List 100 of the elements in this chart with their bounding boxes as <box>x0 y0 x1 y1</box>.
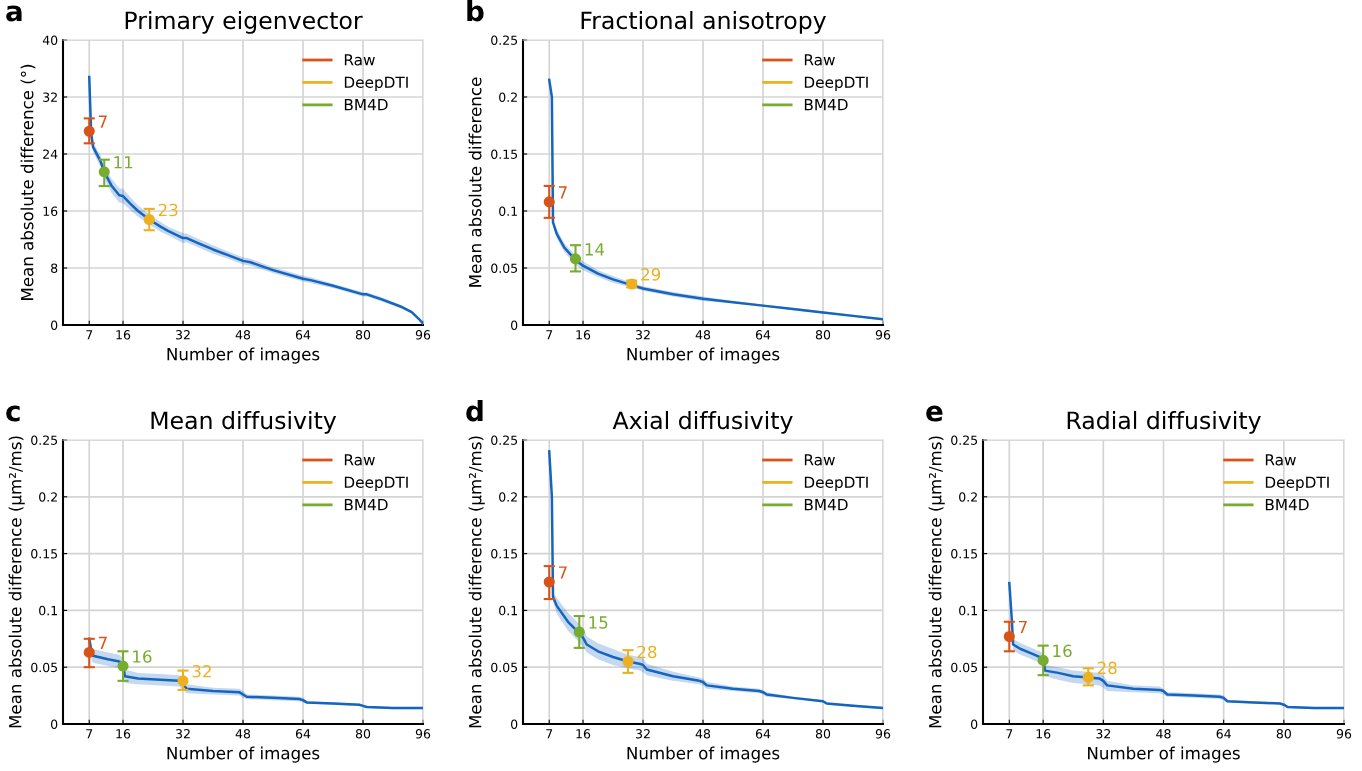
y-tick-label: 0 <box>51 719 58 729</box>
y-axis-title: Mean absolute difference <box>468 77 482 287</box>
x-tick-label: 64 <box>755 729 771 739</box>
x-tick-label: 64 <box>295 729 311 739</box>
chart-title: Primary eigenvector <box>125 10 363 34</box>
x-tick-label: 32 <box>636 729 650 739</box>
x-tick-label: 80 <box>1276 729 1291 739</box>
point <box>1037 654 1049 666</box>
point <box>543 576 555 588</box>
x-tick-label: 48 <box>235 729 251 739</box>
y-tick-label: 32 <box>43 92 57 102</box>
point <box>622 655 634 668</box>
annotation: 7 <box>558 566 567 579</box>
legend-label: DeepDTI <box>804 76 868 91</box>
text: a <box>6 5 22 22</box>
y-tick-label: 0.15 <box>491 149 518 159</box>
legend-label: BM4D <box>1265 499 1309 511</box>
x-tick-label: 48 <box>695 330 711 340</box>
x-tick-label: 16 <box>1036 729 1051 739</box>
text: b <box>467 0 484 22</box>
chart-title: Radial diffusivity <box>1067 410 1261 434</box>
x-tick-label: 16 <box>116 330 131 340</box>
point <box>117 660 129 672</box>
legend-label: BM4D <box>804 99 848 111</box>
y-tick-label: 24 <box>43 149 58 159</box>
point <box>573 626 585 638</box>
y-tick-label: 0 <box>511 320 518 330</box>
x-tick-label: 80 <box>815 729 831 739</box>
y-axis-title: Mean absolute difference (µm²/ms) <box>8 436 25 728</box>
annotation: 16 <box>133 650 152 663</box>
y-tick-label: 0 <box>51 320 58 330</box>
annotation: 23 <box>158 203 178 217</box>
point <box>177 675 189 687</box>
text: d <box>466 400 483 422</box>
y-axis-title: Mean absolute difference (µm²/ms) <box>928 436 945 728</box>
legend-label: BM4D <box>804 499 848 511</box>
legend-label: Raw <box>344 454 375 466</box>
x-tick-label: 48 <box>695 729 711 739</box>
annotation: 15 <box>589 616 608 629</box>
y-tick-label: 0.2 <box>499 92 517 102</box>
chart-title: Mean diffusivity <box>151 410 337 434</box>
legend-label: BM4D <box>344 99 388 111</box>
y-tick-label: 0.05 <box>491 662 518 673</box>
text: c <box>6 405 20 422</box>
y-tick-label: 0 <box>511 719 518 729</box>
legend-label: BM4D <box>344 499 388 511</box>
y-tick-label: 0.25 <box>951 435 978 445</box>
y-tick-label: 0.15 <box>951 549 978 559</box>
legend-label: Raw <box>344 54 375 66</box>
y-tick-label: 0.05 <box>31 662 58 673</box>
x-tick-label: 16 <box>576 729 591 739</box>
point <box>143 213 155 226</box>
y-tick-label: 0.2 <box>499 492 517 502</box>
y-tick-label: 0.25 <box>491 35 518 45</box>
x-tick-label: 16 <box>576 330 591 340</box>
chart-title: Fractional anisotropy <box>581 10 826 34</box>
legend-label: DeepDTI <box>1265 476 1329 491</box>
y-tick-label: 0.2 <box>39 492 57 502</box>
x-axis-title: Number of images <box>627 347 780 364</box>
point <box>98 166 110 178</box>
x-tick-label: 32 <box>176 729 190 739</box>
x-tick-label: 32 <box>1096 729 1111 739</box>
x-tick-label: 7 <box>1006 729 1013 739</box>
legend-label: DeepDTI <box>804 476 868 491</box>
x-tick-label: 64 <box>1216 729 1231 739</box>
x-tick-label: 16 <box>116 729 131 739</box>
annotation: 28 <box>637 645 657 659</box>
y-axis-title: Mean absolute difference (°) <box>20 64 36 300</box>
annotation: 29 <box>641 268 661 281</box>
x-tick-label: 64 <box>755 330 771 340</box>
y-tick-label: 40 <box>42 35 58 45</box>
y-tick-label: 0.1 <box>39 605 57 616</box>
y-tick-label: 0.2 <box>959 492 977 502</box>
point <box>83 125 95 137</box>
annotation: 7 <box>558 186 567 199</box>
point <box>83 646 95 658</box>
legend-label: DeepDTI <box>344 76 408 91</box>
x-tick-label: 96 <box>875 330 891 340</box>
legend-label: Raw <box>804 54 835 66</box>
x-tick-label: 7 <box>546 729 553 739</box>
chart-title: Axial diffusivity <box>612 410 793 434</box>
y-tick-label: 0.15 <box>31 549 58 559</box>
x-axis-title: Number of images <box>167 746 320 763</box>
x-tick-label: 64 <box>295 330 311 340</box>
y-tick-label: 8 <box>51 263 58 273</box>
y-axis-title: Mean absolute difference (µm²/ms) <box>468 436 485 728</box>
legend-label: Raw <box>804 454 835 466</box>
y-tick-label: 0.25 <box>491 435 518 445</box>
annotation: 32 <box>192 665 211 678</box>
x-tick-label: 96 <box>415 330 431 340</box>
x-tick-label: 80 <box>355 729 371 739</box>
x-tick-label: 32 <box>636 330 650 340</box>
x-axis-title: Number of images <box>167 347 320 364</box>
x-tick-label: 7 <box>546 330 553 340</box>
y-tick-label: 0.25 <box>31 435 58 445</box>
legend-label: DeepDTI <box>344 476 408 491</box>
annotation: 14 <box>585 243 605 256</box>
annotation: 16 <box>1053 644 1072 658</box>
point <box>1003 630 1015 643</box>
x-tick-label: 48 <box>1156 729 1171 739</box>
